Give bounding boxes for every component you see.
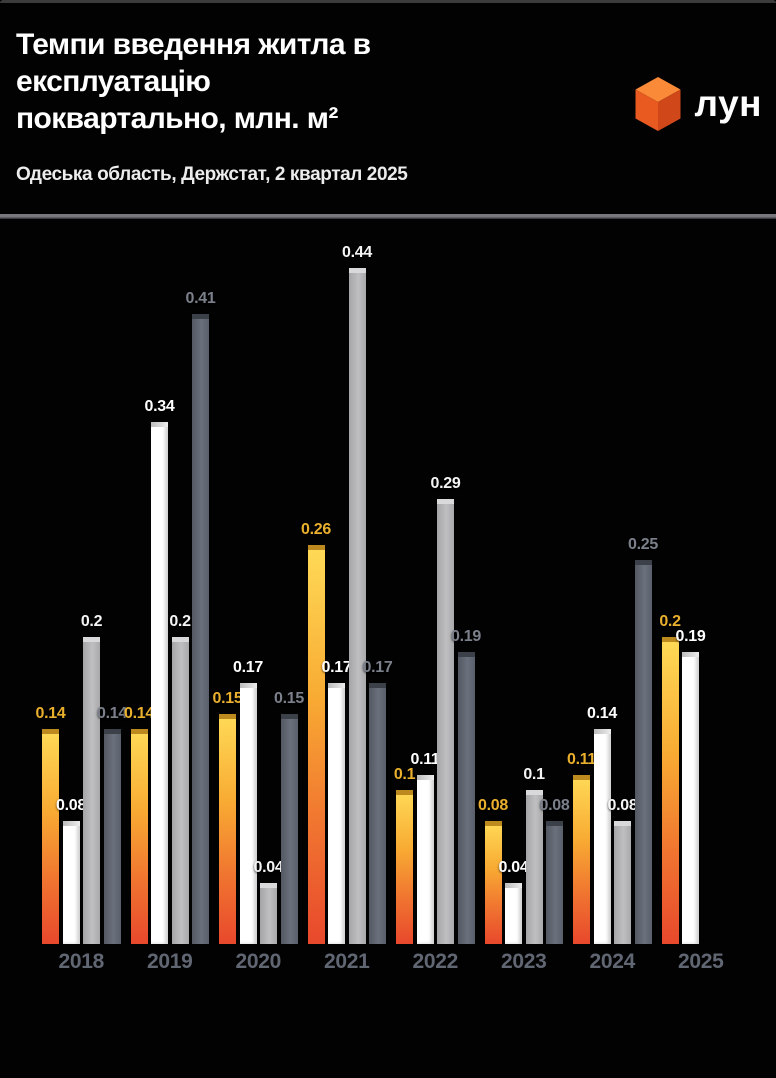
bar-2021-q4 <box>369 683 386 944</box>
page-title: Темпи введення житла в експлуатацію покв… <box>16 28 371 135</box>
bar-top-cap <box>634 560 652 565</box>
bar-top-cap <box>416 775 434 780</box>
bar-value-label: 0.17 <box>233 659 263 676</box>
lun-logo-text: лун <box>694 83 762 124</box>
bar-top-cap <box>103 729 121 734</box>
bar-2022-q3 <box>437 499 454 944</box>
x-axis-year-label: 2021 <box>323 950 370 973</box>
bar-top-cap <box>192 314 209 319</box>
lun-logo: лун <box>633 76 762 132</box>
bar-2019-q2 <box>151 422 168 944</box>
bar-2024-q4 <box>634 560 652 944</box>
bar-2024-q3 <box>614 821 631 944</box>
bar-2023-q3 <box>525 790 543 944</box>
bar-2019-q1 <box>130 729 148 944</box>
bar-top-cap <box>260 883 277 888</box>
bar-2019-q3 <box>171 637 189 944</box>
bar-2022-q4 <box>457 652 475 944</box>
bar-value-label: 0.1 <box>523 766 545 783</box>
bar-value-label: 0.26 <box>301 521 331 538</box>
bar-top-cap <box>396 790 413 795</box>
bar-top-cap <box>573 775 590 780</box>
window-top-edge <box>0 0 776 3</box>
bar-2018-q4 <box>103 729 121 944</box>
bar-top-cap <box>239 683 257 688</box>
bar-2021-q3 <box>348 268 366 944</box>
bar-top-cap <box>171 637 189 642</box>
bar-top-cap <box>307 545 325 550</box>
bar-top-cap <box>369 683 386 688</box>
bar-value-label: 0.14 <box>35 705 66 722</box>
bar-value-label: 0.29 <box>430 475 461 492</box>
x-axis-year-label: 2018 <box>58 950 105 973</box>
bar-2025-q2 <box>682 652 699 944</box>
x-axis-year-label: 2023 <box>500 950 547 973</box>
bar-value-label: 0.44 <box>342 244 372 261</box>
x-axis-year-label: 2025 <box>677 950 724 973</box>
bar-top-cap <box>484 821 502 826</box>
bar-top-cap <box>83 637 100 642</box>
bar-top-cap <box>280 714 298 719</box>
bar-2018-q2 <box>62 821 80 944</box>
bar-top-cap <box>614 821 631 826</box>
bar-2018-q1 <box>42 729 59 944</box>
bar-top-cap <box>593 729 611 734</box>
bar-top-cap <box>457 652 475 657</box>
bar-top-cap <box>219 714 236 719</box>
bar-value-label: 0.2 <box>80 613 103 630</box>
bar-2021-q2 <box>328 683 345 944</box>
bar-2020-q4 <box>280 714 298 944</box>
bar-top-cap <box>682 652 699 657</box>
x-axis-year-label: 2024 <box>589 950 636 973</box>
bar-2020-q3 <box>260 883 277 944</box>
bar-2023-q2 <box>505 883 522 944</box>
bar-top-cap <box>546 821 563 826</box>
bar-2018-q3 <box>83 637 100 944</box>
bar-top-cap <box>42 729 59 734</box>
bar-top-cap <box>348 268 366 273</box>
bar-top-cap <box>328 683 345 688</box>
bar-top-cap <box>505 883 522 888</box>
bar-2021-q1 <box>307 545 325 944</box>
bar-2022-q1 <box>396 790 413 944</box>
bar-value-label: 0.14 <box>587 705 617 722</box>
bar-2024-q2 <box>593 729 611 944</box>
lun-cube-icon <box>635 77 681 131</box>
bar-value-label: 0.25 <box>628 536 658 553</box>
bar-value-label: 0.34 <box>144 398 175 415</box>
bar-2020-q2 <box>239 683 257 944</box>
bar-2019-q4 <box>192 314 209 944</box>
bar-top-cap <box>151 422 168 427</box>
bar-2024-q1 <box>573 775 590 944</box>
bar-top-cap <box>130 729 148 734</box>
bar-2025-q1 <box>661 637 679 944</box>
bar-top-cap <box>661 637 679 642</box>
bar-2023-q4 <box>546 821 563 944</box>
x-axis-year-label: 2019 <box>146 950 193 973</box>
header-divider <box>0 214 776 219</box>
bar-2023-q1 <box>484 821 502 944</box>
bar-2020-q1 <box>219 714 236 944</box>
bar-top-cap <box>437 499 454 504</box>
chart-subtitle: Одеська область, Держстат, 2 квартал 202… <box>16 164 408 185</box>
bar-2022-q2 <box>416 775 434 944</box>
bar-top-cap <box>525 790 543 795</box>
bar-value-label: 0.41 <box>185 290 216 307</box>
x-axis-year-label: 2022 <box>412 950 459 973</box>
x-axis-year-label: 2020 <box>235 950 282 973</box>
bar-top-cap <box>62 821 80 826</box>
